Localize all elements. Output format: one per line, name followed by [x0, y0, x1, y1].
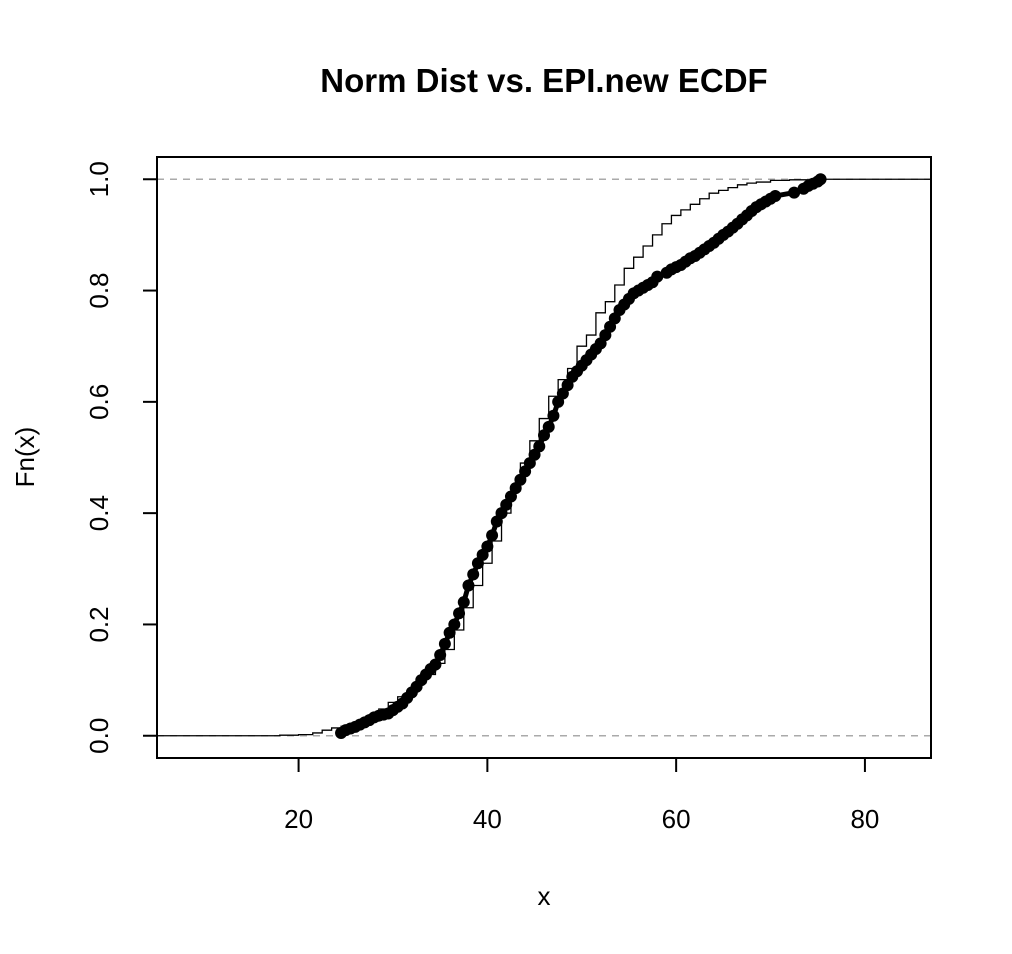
- ecdf-point: [814, 173, 827, 186]
- x-tick-label: 40: [473, 804, 502, 834]
- y-axis-label: Fn(x): [10, 427, 40, 488]
- ecdf-point: [467, 568, 480, 581]
- ecdf-point: [547, 409, 560, 422]
- ecdf-point: [481, 540, 494, 553]
- ecdf-point: [462, 579, 475, 592]
- x-tick-label: 80: [850, 804, 879, 834]
- chart-title: Norm Dist vs. EPI.new ECDF: [320, 62, 767, 99]
- ecdf-point: [438, 637, 451, 650]
- y-tick-label: 0.6: [84, 384, 114, 420]
- ecdf-point-series: [335, 173, 827, 739]
- y-tick-label: 0.0: [84, 718, 114, 754]
- ecdf-point: [429, 658, 442, 671]
- y-axis: 0.0 0.2 0.4 0.6 0.8 1.0: [84, 161, 158, 754]
- x-tick-label: 60: [662, 804, 691, 834]
- ecdf-point: [448, 618, 461, 631]
- y-tick-label: 0.2: [84, 606, 114, 642]
- ecdf-point: [434, 649, 447, 662]
- ecdf-point: [542, 420, 555, 433]
- x-tick-label: 20: [284, 804, 313, 834]
- x-axis: 20 40 60 80: [284, 757, 879, 834]
- y-tick-label: 1.0: [84, 161, 114, 197]
- y-tick-label: 0.8: [84, 272, 114, 308]
- plot-frame: [156, 156, 932, 759]
- ecdf-point: [769, 189, 782, 202]
- ecdf-point: [788, 186, 801, 199]
- reference-lines: [157, 178, 931, 737]
- ecdf-point: [486, 529, 499, 542]
- ecdf-point: [651, 270, 664, 283]
- ecdf-point: [533, 440, 546, 453]
- norm-dist-series: [157, 178, 931, 737]
- norm-dist-line: [157, 178, 931, 737]
- y-tick-label: 0.4: [84, 495, 114, 531]
- ecdf-point: [457, 596, 470, 609]
- x-axis-label: x: [538, 881, 551, 911]
- ecdf-step-line: [339, 177, 823, 736]
- ecdf-point: [453, 607, 466, 620]
